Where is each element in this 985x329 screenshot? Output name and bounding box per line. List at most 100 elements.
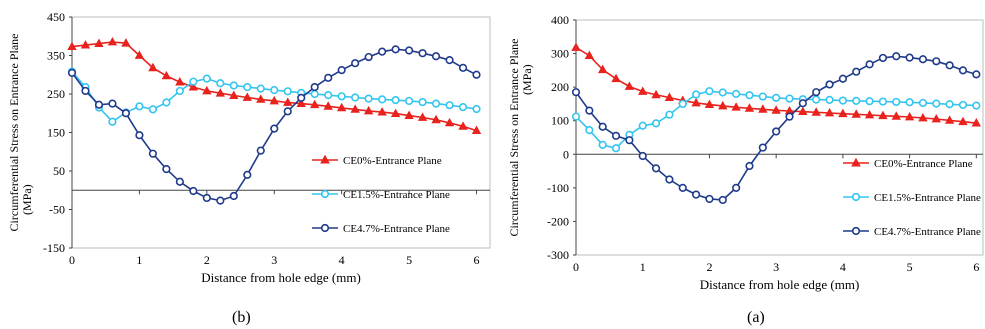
x-tick-label: 3 [271, 253, 277, 267]
data-point [458, 121, 468, 130]
x-tick-label: 6 [474, 253, 480, 267]
data-point [732, 89, 741, 98]
x-tick-label: 5 [406, 253, 412, 267]
legend-label: CE4.7%-Entrance Plane [874, 226, 981, 238]
x-tick-label: 2 [204, 253, 210, 267]
legend-item-2: CE1.5%-Entrance Plane [312, 189, 450, 201]
data-point [571, 112, 581, 121]
data-point [972, 70, 981, 79]
data-point [625, 136, 634, 145]
y-axis-label: Circumferential Stress on Entrance Plane [7, 34, 21, 232]
data-point [704, 99, 715, 108]
data-point [417, 112, 428, 121]
data-point [865, 97, 874, 106]
data-point [812, 88, 821, 97]
legend-marker [320, 223, 330, 233]
data-point [904, 111, 915, 121]
series-2 [571, 87, 981, 153]
data-point [337, 92, 346, 101]
y-axis-label: Circumferential Stress on Entrance Plane [507, 39, 521, 237]
legend-item-3: CE4.7%-Entrance Plane [312, 223, 450, 235]
data-point [135, 102, 144, 111]
data-point [771, 105, 781, 114]
data-point [364, 52, 373, 62]
x-tick-label: 0 [69, 253, 75, 267]
y-tick-label: 400 [551, 13, 569, 27]
data-point [94, 38, 104, 47]
x-tick-label: 3 [773, 260, 779, 274]
data-point [878, 97, 888, 106]
data-point [378, 95, 387, 104]
data-point [108, 99, 117, 108]
chart-panel-b: -150 -50 50 150 250 350 450 0 1 2 3 4 5 6 Distance fro… [0, 0, 492, 329]
data-point [390, 108, 401, 118]
data-point [624, 81, 635, 90]
data-point [824, 107, 835, 117]
data-point [310, 89, 319, 99]
data-point [932, 57, 941, 66]
data-point [758, 143, 767, 152]
data-point [691, 97, 701, 107]
data-point [838, 96, 847, 105]
data-point [175, 177, 184, 186]
legend-item-1: CE0%-Entrance Plane [843, 157, 973, 170]
data-point [665, 110, 674, 119]
data-point [611, 144, 621, 153]
data-point [229, 81, 238, 90]
legend-marker [320, 189, 330, 199]
data-point [892, 52, 901, 61]
data-point [785, 112, 794, 121]
x-axis-label: Distance from hole edge (mm) [700, 277, 860, 292]
x-axis-label: Distance from hole edge (mm) [201, 270, 361, 285]
y-tick-label: -50 [49, 203, 65, 217]
y-tick-label: 300 [551, 47, 569, 61]
data-point [310, 82, 319, 92]
data-point [283, 107, 292, 116]
data-point [932, 99, 941, 108]
data-point [256, 84, 265, 93]
data-point [798, 99, 807, 108]
data-point [256, 146, 265, 155]
data-point [678, 99, 687, 109]
data-point [972, 101, 981, 110]
data-point [878, 110, 888, 120]
data-point [918, 55, 928, 64]
data-point [785, 94, 794, 103]
data-point [270, 124, 279, 133]
data-point [905, 98, 914, 107]
y-tick-label: 200 [551, 80, 569, 94]
data-point [323, 101, 333, 110]
data-point [878, 53, 888, 63]
data-point [202, 74, 211, 83]
data-point [351, 93, 360, 102]
series-1 [67, 37, 482, 134]
data-point [705, 194, 714, 204]
legend-marker [851, 226, 861, 236]
legend-item-2: CE1.5%-Entrance Plane [843, 192, 981, 204]
data-point [571, 42, 581, 51]
data-point [585, 106, 594, 115]
data-point [135, 131, 144, 140]
data-point [772, 127, 781, 136]
data-point [664, 92, 675, 101]
data-point [958, 116, 968, 126]
x-tick-label: 1 [640, 260, 646, 274]
data-point [651, 119, 661, 128]
data-point [891, 111, 901, 120]
data-point [336, 102, 347, 112]
data-point [811, 107, 821, 116]
data-point [611, 131, 621, 140]
legend-item-3: CE4.7%-Entrance Plane [843, 226, 981, 238]
data-point [665, 175, 674, 184]
data-point [585, 126, 594, 135]
legend-label: CE0%-Entrance Plane [874, 158, 973, 170]
data-point [121, 38, 131, 47]
data-point [108, 117, 117, 126]
data-point [121, 109, 131, 118]
x-tick-label: 4 [339, 253, 345, 267]
data-point [705, 87, 714, 96]
data-point [445, 56, 454, 65]
data-point [148, 105, 158, 114]
data-point [431, 114, 441, 124]
data-point [651, 89, 661, 99]
